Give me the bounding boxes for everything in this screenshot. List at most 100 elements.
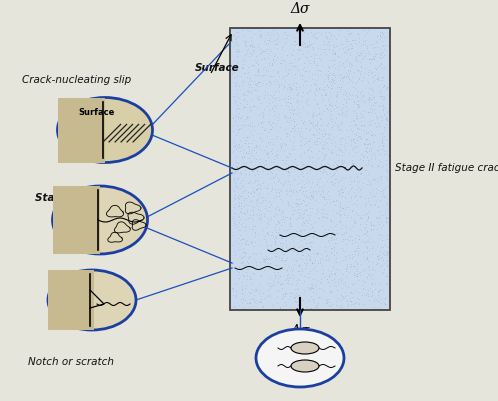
Point [231,36,239,42]
Point [319,193,327,200]
Point [339,41,347,48]
Point [238,249,246,255]
Point [344,79,352,85]
Point [328,230,336,236]
Point [264,182,272,188]
Point [330,50,338,57]
Point [356,214,364,220]
Point [250,31,258,37]
Point [354,97,362,103]
Point [350,144,358,151]
Point [247,152,254,158]
Point [295,84,303,91]
Point [288,235,296,241]
Point [247,286,254,292]
Point [364,195,372,201]
Point [341,92,349,98]
Point [310,260,318,266]
Point [373,43,381,50]
Point [280,219,288,225]
Point [357,135,365,142]
Point [310,80,318,87]
Point [247,33,255,40]
Point [248,167,256,174]
Point [293,91,301,97]
Point [375,77,383,83]
Point [263,220,271,226]
Point [341,282,349,288]
Point [255,182,263,188]
Point [258,80,266,86]
Point [274,279,282,286]
Point [261,125,269,132]
Point [255,290,263,296]
Point [281,241,289,248]
Point [287,157,295,164]
Point [377,61,385,68]
Point [373,243,380,249]
Point [280,83,288,89]
Point [249,203,257,210]
Point [307,81,315,88]
Point [278,279,286,286]
Point [279,57,287,64]
Point [352,80,360,86]
Point [305,214,313,220]
Point [333,94,341,100]
Point [258,82,266,89]
Point [241,91,249,98]
Point [242,134,249,140]
Point [359,154,367,160]
Point [325,272,333,279]
Point [287,265,295,271]
Point [294,302,302,308]
Point [374,255,382,262]
Point [255,299,263,305]
Point [257,194,265,200]
Point [252,186,260,192]
Point [234,95,242,101]
Point [383,219,391,225]
Point [259,119,267,126]
Point [321,130,329,137]
Point [229,232,237,238]
Point [379,107,387,113]
Point [232,167,240,174]
Point [376,196,384,203]
Point [304,138,312,144]
Point [266,73,274,79]
Point [253,57,261,64]
Point [239,79,247,85]
Point [291,126,299,132]
Point [357,227,365,233]
Point [333,249,341,255]
Point [246,290,254,296]
Point [378,29,386,36]
Point [300,64,308,70]
Point [315,86,323,93]
Point [321,273,329,279]
Point [243,98,250,105]
Point [282,38,290,45]
Point [271,262,279,268]
Point [303,212,311,218]
Point [363,45,371,51]
Point [373,33,380,39]
Point [287,192,295,198]
Point [267,48,275,55]
Point [251,172,259,178]
Point [371,304,378,310]
Point [319,154,327,161]
Point [373,99,380,105]
Point [307,284,315,290]
Point [255,298,263,304]
Point [364,290,372,296]
Point [358,276,366,283]
Point [329,57,337,63]
Point [300,219,308,226]
Point [367,182,375,188]
Point [367,239,374,245]
Point [342,265,350,272]
Point [320,78,328,85]
Point [309,132,317,138]
